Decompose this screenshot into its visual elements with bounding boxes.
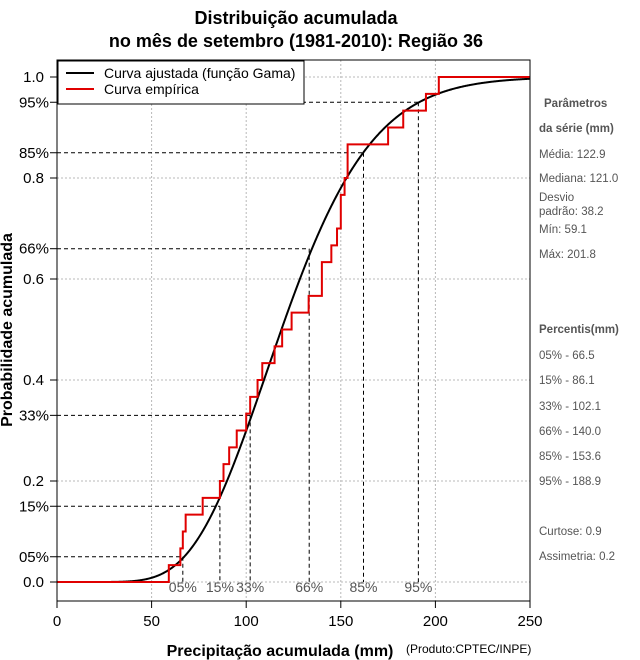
pctl-85: 85% - 153.6 [539, 451, 601, 463]
pctl-66: 66% - 140.0 [539, 426, 601, 438]
pctl-x-label-05%: 05% [169, 579, 197, 595]
stat-min: Mín: 59.1 [539, 224, 587, 236]
stat-desvio-1: Desvio [539, 192, 574, 204]
pctl-95: 95% - 188.9 [539, 476, 601, 488]
percentis-title: Percentis(mm) [539, 324, 619, 336]
x-tick-label-0: 0 [53, 613, 61, 630]
y-axis: 0.0 0.2 0.4 0.6 0.8 1.0 05% 15% 33% 66% 85% 95% [19, 69, 58, 591]
legend-label-empirical: Curva empírica [104, 81, 199, 97]
y-pct-label-85%: 85% [19, 145, 49, 162]
y-tick-label-0.4: 0.4 [23, 372, 44, 389]
y-tick-label-0.6: 0.6 [23, 271, 44, 288]
y-pct-label-66%: 66% [19, 241, 49, 258]
y-tick-label-0.8: 0.8 [23, 170, 44, 187]
y-tick-label-0.2: 0.2 [23, 473, 44, 490]
pctl-x-label-66%: 66% [295, 579, 323, 595]
stat-assimetria: Assimetria: 0.2 [539, 551, 615, 563]
y-pct-label-15%: 15% [19, 498, 49, 515]
percentile-x-labels: 05% 15% 33% 66% 85% 95% [169, 579, 433, 595]
percentile-guides [57, 101, 419, 582]
stat-desvio-2: padrão: 38.2 [539, 206, 604, 218]
series-layer [57, 76, 531, 583]
chart-title-line2: no mês de setembro (1981-2010): Região 3… [109, 31, 483, 51]
credit-text: (Produto:CPTEC/INPE) [406, 642, 531, 656]
x-tick-label-150: 150 [328, 613, 353, 630]
legend-label-gamma: Curva ajustada (função Gama) [104, 65, 295, 81]
grid-lines [56, 60, 531, 601]
y-axis-label: Probabilidade acumulada [0, 233, 16, 427]
pctl-33: 33% - 102.1 [539, 401, 601, 413]
pctl-x-label-85%: 85% [349, 579, 377, 595]
gamma-fit-curve [57, 77, 531, 583]
legend-box [57, 60, 305, 105]
legend: Curva ajustada (função Gama) Curva empír… [57, 60, 305, 105]
params-title-1: Parâmetros [544, 98, 607, 110]
x-tick-label-200: 200 [423, 613, 448, 630]
y-pct-label-95%: 95% [19, 94, 49, 111]
pctl-x-label-95%: 95% [404, 579, 432, 595]
pctl-x-label-33%: 33% [236, 579, 264, 595]
side-panel: Parâmetros da série (mm) Média: 122.9 Me… [539, 98, 619, 563]
stat-media: Média: 122.9 [539, 149, 606, 161]
x-tick-label-250: 250 [517, 613, 542, 630]
stat-mediana: Mediana: 121.0 [539, 173, 618, 185]
chart-title-line1: Distribuição acumulada [194, 8, 398, 28]
pctl-x-label-15%: 15% [206, 579, 234, 595]
y-tick-label-1.0: 1.0 [23, 69, 44, 86]
pctl-15: 15% - 86.1 [539, 375, 595, 387]
y-pct-label-05%: 05% [19, 549, 49, 566]
stat-max: Máx: 201.8 [539, 249, 596, 261]
x-axis-label: Precipitação acumulada (mm) [167, 643, 394, 660]
y-tick-label-0.0: 0.0 [23, 574, 44, 591]
x-axis: 0 50 100 150 200 250 [53, 600, 543, 630]
empirical-step-curve [57, 76, 530, 583]
params-title-2: da série (mm) [539, 123, 614, 135]
x-tick-label-50: 50 [143, 613, 160, 630]
pctl-05: 05% - 66.5 [539, 350, 595, 362]
stat-curtose: Curtose: 0.9 [539, 526, 602, 538]
x-tick-label-100: 100 [234, 613, 259, 630]
y-pct-label-33%: 33% [19, 407, 49, 424]
plot-frame [56, 59, 531, 602]
